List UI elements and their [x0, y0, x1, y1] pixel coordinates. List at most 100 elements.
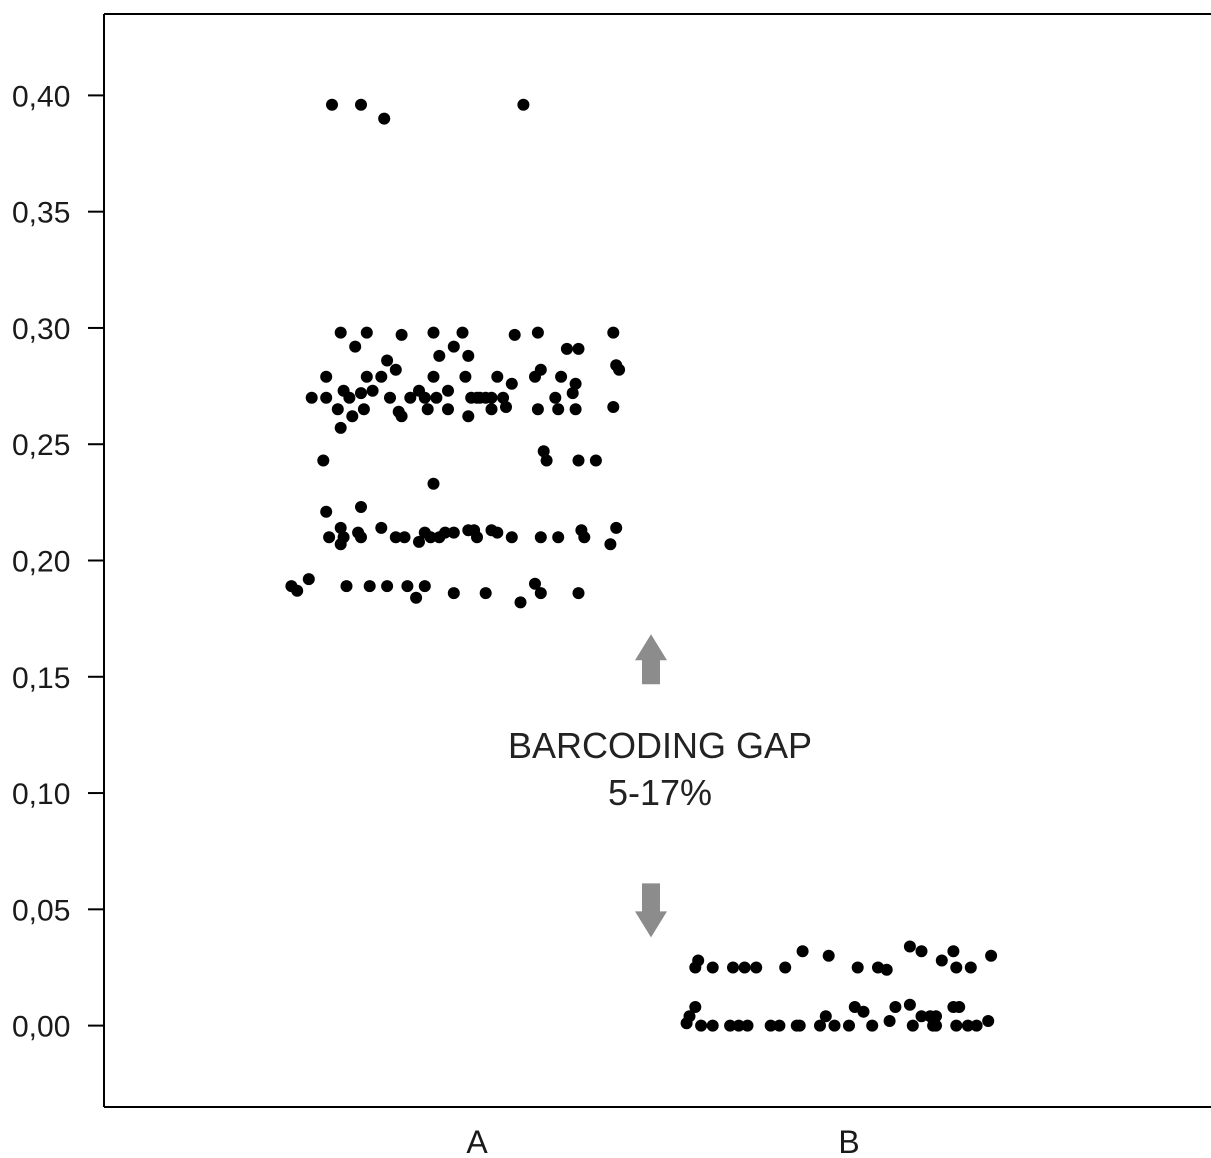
data-point [355, 98, 367, 111]
data-point [395, 328, 408, 341]
data-point [531, 326, 544, 339]
data-point [572, 454, 585, 467]
data-point [462, 349, 475, 362]
data-point [566, 387, 579, 400]
data-point [750, 961, 763, 974]
y-tick-label: 0,25 [12, 429, 70, 462]
data-point [930, 1019, 942, 1032]
data-point [903, 998, 916, 1011]
barcoding-gap-annotation: BARCODING GAP 5-17% [508, 634, 812, 938]
data-point [500, 401, 512, 413]
data-point [442, 384, 454, 397]
data-point [796, 945, 809, 958]
data-point [793, 1019, 806, 1032]
y-tick-label: 0,30 [12, 313, 70, 346]
data-point [384, 391, 396, 404]
data-point [456, 326, 469, 339]
data-point [866, 1019, 879, 1032]
data-point [779, 961, 792, 974]
plot-frame [103, 13, 1211, 1108]
data-point [689, 1001, 702, 1013]
data-point [880, 963, 893, 976]
y-tick-label: 0,15 [12, 662, 70, 695]
data-points [285, 98, 998, 1032]
data-point [857, 1005, 870, 1018]
data-point [982, 1015, 995, 1027]
data-point [706, 1019, 719, 1032]
data-point [433, 349, 446, 362]
data-point [764, 1019, 777, 1032]
data-point [537, 445, 550, 458]
data-point [360, 326, 373, 339]
data-point [534, 587, 547, 600]
data-point [465, 391, 478, 404]
data-point [389, 363, 402, 376]
data-point [706, 961, 719, 974]
data-point [378, 112, 391, 125]
x-category-label: A [466, 1124, 488, 1158]
data-point [427, 326, 440, 339]
data-point [741, 1019, 754, 1032]
data-point [355, 387, 367, 400]
data-point [291, 584, 304, 597]
data-point [360, 370, 373, 383]
data-point [773, 1019, 786, 1032]
data-point [302, 573, 315, 586]
data-point [540, 454, 553, 467]
data-point [915, 1010, 928, 1023]
data-point [727, 961, 739, 974]
data-point [447, 340, 460, 353]
data-point [607, 401, 620, 413]
data-point [366, 384, 379, 397]
data-point [398, 531, 411, 544]
data-point [514, 596, 527, 609]
data-point [589, 454, 602, 467]
data-point [529, 370, 541, 383]
gap-range-label: 5-17% [608, 772, 712, 813]
data-point [552, 531, 565, 544]
data-point [479, 391, 492, 404]
data-point [381, 354, 394, 367]
data-point [604, 538, 617, 551]
data-point [964, 961, 977, 974]
data-point [326, 98, 338, 111]
data-point [334, 326, 347, 339]
y-tick-label: 0,00 [12, 1011, 70, 1044]
data-point [692, 954, 705, 967]
data-point [447, 526, 460, 539]
data-point [462, 410, 475, 423]
data-point [340, 580, 353, 593]
data-point [317, 454, 330, 467]
y-tick-label: 0,10 [12, 778, 70, 811]
data-point [935, 954, 948, 967]
y-tick-label: 0,35 [12, 197, 70, 230]
data-point [323, 531, 336, 544]
data-point [508, 328, 521, 341]
data-point [552, 403, 565, 416]
y-axis-ticks: 0,00 0,05 0,10 0,15 0,20 0,25 0,30 0,35 0,40 [12, 80, 104, 1044]
gap-arrow-up-icon [635, 634, 667, 685]
data-point [985, 949, 998, 962]
data-point [363, 580, 376, 593]
data-point [555, 370, 568, 383]
data-point [903, 940, 916, 953]
data-point [381, 580, 394, 593]
data-point [404, 391, 417, 404]
data-point [549, 391, 562, 404]
data-point [320, 505, 333, 518]
data-point [334, 521, 347, 534]
data-point [572, 342, 585, 355]
data-point [375, 370, 388, 383]
data-point [471, 531, 483, 544]
data-point [485, 403, 498, 416]
x-category-label: B [838, 1124, 859, 1158]
y-tick-label: 0,40 [12, 80, 70, 113]
data-point [738, 961, 751, 974]
y-tick-label: 0,20 [12, 546, 70, 579]
data-point [430, 391, 443, 404]
data-point [531, 403, 544, 416]
data-point [424, 531, 437, 544]
data-point [883, 1015, 896, 1027]
